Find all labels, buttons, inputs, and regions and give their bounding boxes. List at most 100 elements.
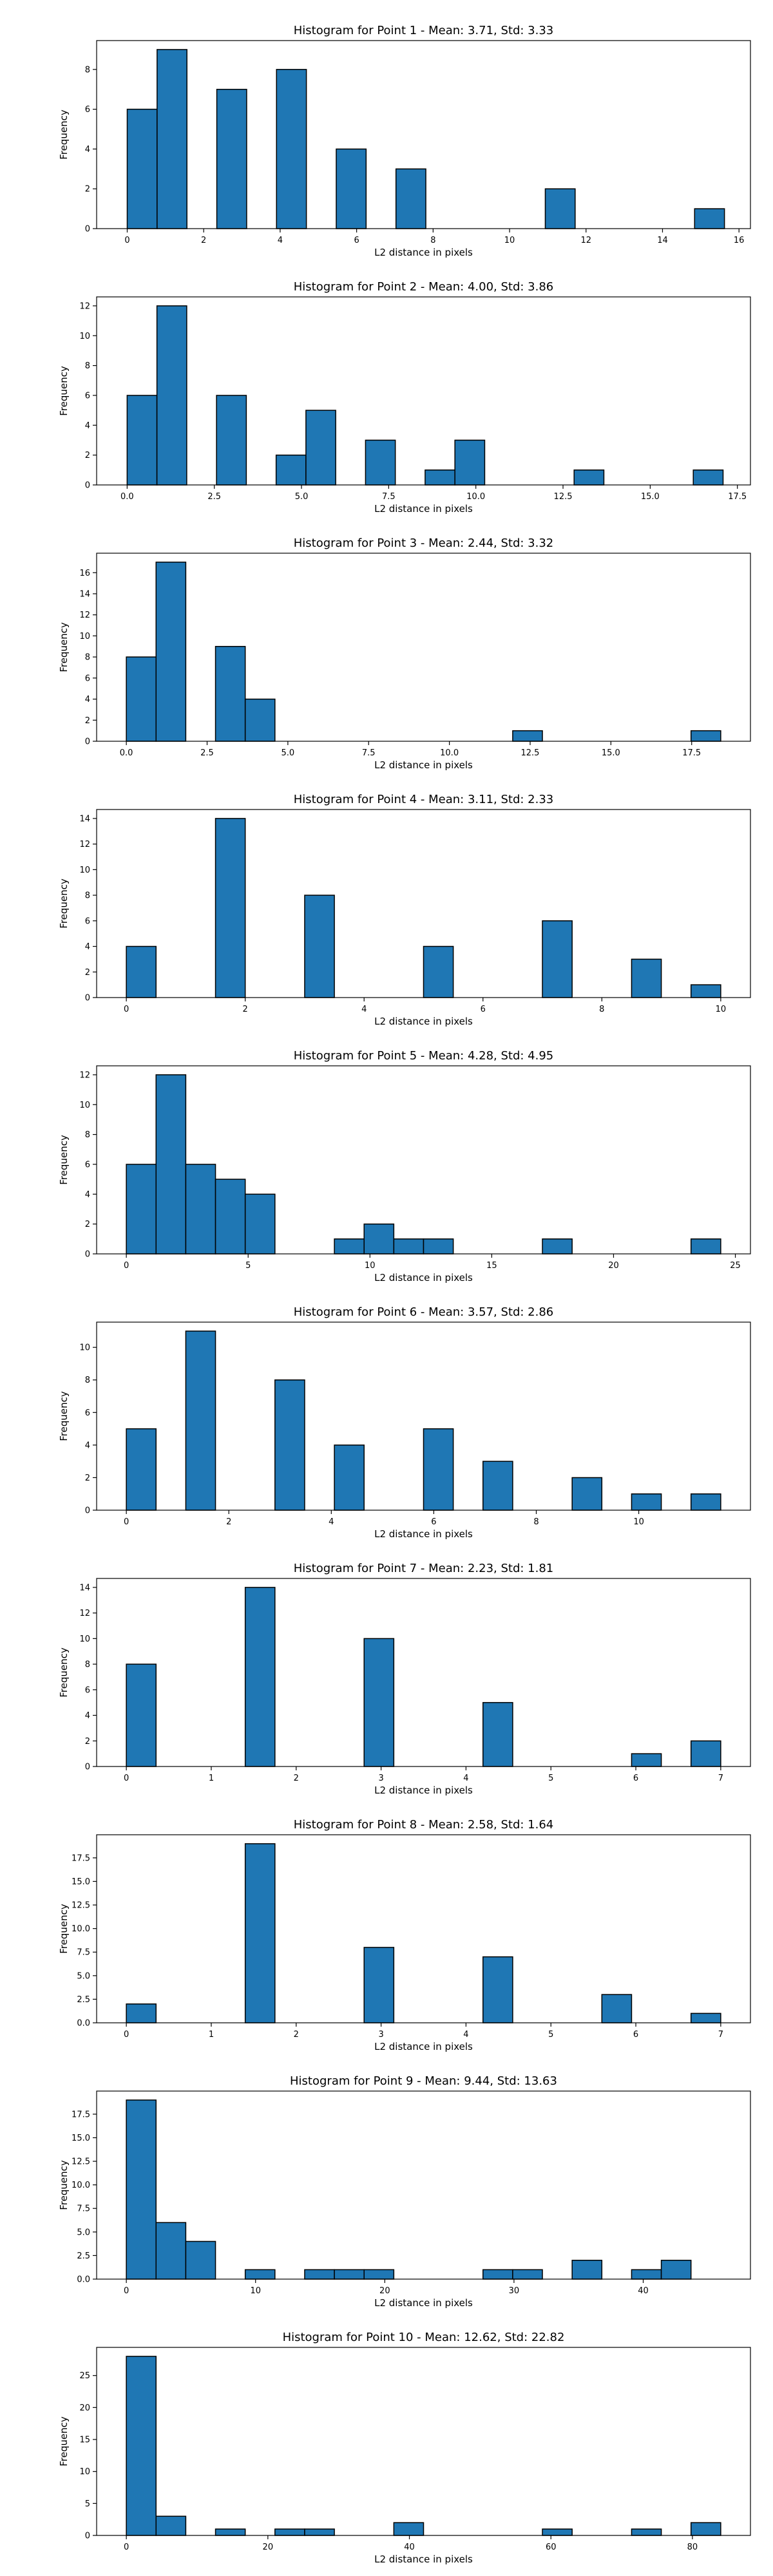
y-tick-label: 10	[79, 1101, 90, 1110]
y-tick-label: 10	[79, 1343, 90, 1353]
histogram-bar	[631, 2269, 662, 2280]
histogram-bar	[694, 208, 725, 229]
y-tick-label: 2	[85, 1737, 90, 1747]
y-tick-label: 12	[79, 301, 90, 311]
x-axis-label-4: L2 distance in pixels	[374, 1016, 473, 1027]
x-tick-label: 0	[124, 1005, 129, 1014]
chart-title-2: Histogram for Point 2 - Mean: 4.00, Std:…	[294, 280, 554, 294]
y-tick-label: 0	[85, 1506, 90, 1516]
y-axis-label-2: Frequency	[58, 366, 70, 416]
x-tick-label: 14	[657, 236, 668, 245]
x-tick-label: 5	[548, 2030, 553, 2040]
histogram-bar	[482, 2269, 513, 2280]
histogram-bar	[573, 469, 605, 486]
y-tick-label: 17.5	[72, 2110, 90, 2119]
x-tick-label: 80	[687, 2543, 698, 2552]
x-tick-label: 40	[404, 2543, 415, 2552]
x-tick-label: 20	[608, 1261, 619, 1271]
y-tick-label: 8	[85, 1376, 90, 1385]
y-tick-label: 12	[79, 840, 90, 849]
histogram-bar	[395, 168, 426, 229]
y-tick-label: 10	[79, 1634, 90, 1644]
x-tick-label: 12.5	[521, 748, 540, 758]
histogram-bar	[393, 1238, 425, 1255]
y-tick-label: 6	[85, 674, 90, 683]
x-tick-label: 0	[124, 2543, 129, 2552]
histogram-bar	[126, 945, 157, 998]
histogram-bar	[482, 1461, 513, 1511]
x-tick-label: 6	[633, 2030, 638, 2040]
y-tick-label: 4	[85, 695, 90, 705]
histogram-bar	[274, 2528, 305, 2536]
x-axis-label-9: L2 distance in pixels	[374, 2297, 473, 2309]
histogram-bar	[363, 2269, 395, 2280]
histogram-bar	[275, 454, 307, 486]
x-tick-label: 7	[718, 2030, 723, 2040]
histogram-panel-4: Histogram for Point 4 - Mean: 3.11, Std:…	[58, 793, 751, 1027]
histogram-bar	[155, 1074, 187, 1255]
y-tick-label: 0	[85, 994, 90, 1003]
chart-title-4: Histogram for Point 4 - Mean: 3.11, Std:…	[294, 793, 554, 806]
x-tick-label: 5	[548, 1774, 553, 1783]
histogram-panel-1: Histogram for Point 1 - Mean: 3.71, Std:…	[58, 24, 751, 258]
y-axis-label-8: Frequency	[58, 1904, 70, 1954]
x-tick-label: 7.5	[362, 748, 376, 758]
histogram-panel-8: Histogram for Point 8 - Mean: 2.58, Std:…	[58, 1818, 751, 2052]
y-tick-label: 4	[85, 1441, 90, 1450]
x-tick-label: 4	[463, 2030, 468, 2040]
y-tick-label: 12	[79, 1070, 90, 1080]
histogram-bar	[126, 108, 158, 229]
y-tick-label: 4	[85, 942, 90, 952]
axes-frame	[96, 296, 751, 486]
y-tick-label: 2	[85, 185, 90, 194]
histogram-bar	[571, 2259, 603, 2280]
histogram-bar	[542, 920, 573, 998]
y-tick-label: 8	[85, 653, 90, 663]
histogram-bar	[631, 1493, 662, 1511]
axes-frame	[96, 1578, 751, 1767]
x-axis-label-1: L2 distance in pixels	[374, 247, 473, 258]
y-tick-label: 0	[85, 737, 90, 747]
x-axis-label-3: L2 distance in pixels	[374, 759, 473, 771]
histogram-bar	[365, 439, 396, 486]
y-tick-label: 2.5	[77, 2251, 90, 2261]
chart-title-1: Histogram for Point 1 - Mean: 3.71, Std:…	[294, 24, 554, 37]
y-tick-label: 14	[79, 589, 90, 599]
histogram-panel-7: Histogram for Point 7 - Mean: 2.23, Std:…	[58, 1562, 751, 1796]
x-tick-label: 15.0	[641, 492, 660, 502]
x-tick-label: 20	[263, 2543, 274, 2552]
histogram-bar	[126, 2003, 157, 2023]
histogram-bar	[690, 2012, 721, 2023]
histogram-bar	[542, 1238, 573, 1255]
x-tick-label: 12	[580, 236, 591, 245]
chart-title-3: Histogram for Point 3 - Mean: 2.44, Std:…	[294, 536, 554, 550]
x-tick-label: 17.5	[682, 748, 701, 758]
x-axis-label-8: L2 distance in pixels	[374, 2041, 473, 2052]
y-tick-label: 0	[85, 1250, 90, 1260]
x-tick-label: 30	[509, 2286, 520, 2296]
histogram-bar	[126, 656, 157, 742]
y-tick-label: 12	[79, 611, 90, 620]
x-axis-label-5: L2 distance in pixels	[374, 1272, 473, 1283]
y-tick-label: 25	[79, 2371, 90, 2381]
histogram-bar	[304, 2528, 335, 2536]
x-tick-label: 0	[124, 2286, 129, 2296]
y-tick-label: 8	[85, 65, 90, 75]
y-tick-label: 4	[85, 1711, 90, 1721]
x-tick-label: 7.5	[382, 492, 396, 502]
y-tick-label: 14	[79, 814, 90, 824]
x-tick-label: 5	[245, 1261, 251, 1271]
x-tick-label: 8	[430, 236, 435, 245]
histogram-bar	[336, 148, 367, 229]
chart-title-5: Histogram for Point 5 - Mean: 4.28, Std:…	[294, 1049, 554, 1063]
x-tick-label: 15	[486, 1261, 497, 1271]
histogram-bar	[274, 1379, 305, 1511]
axes-frame	[96, 2347, 751, 2536]
histogram-bar	[482, 1701, 513, 1767]
histogram-bar	[423, 1428, 454, 1511]
x-tick-label: 10.0	[440, 748, 459, 758]
y-tick-label: 2	[85, 451, 90, 460]
histogram-bar	[185, 2240, 216, 2280]
y-tick-label: 0	[85, 225, 90, 234]
y-tick-label: 10.0	[72, 1924, 90, 1934]
